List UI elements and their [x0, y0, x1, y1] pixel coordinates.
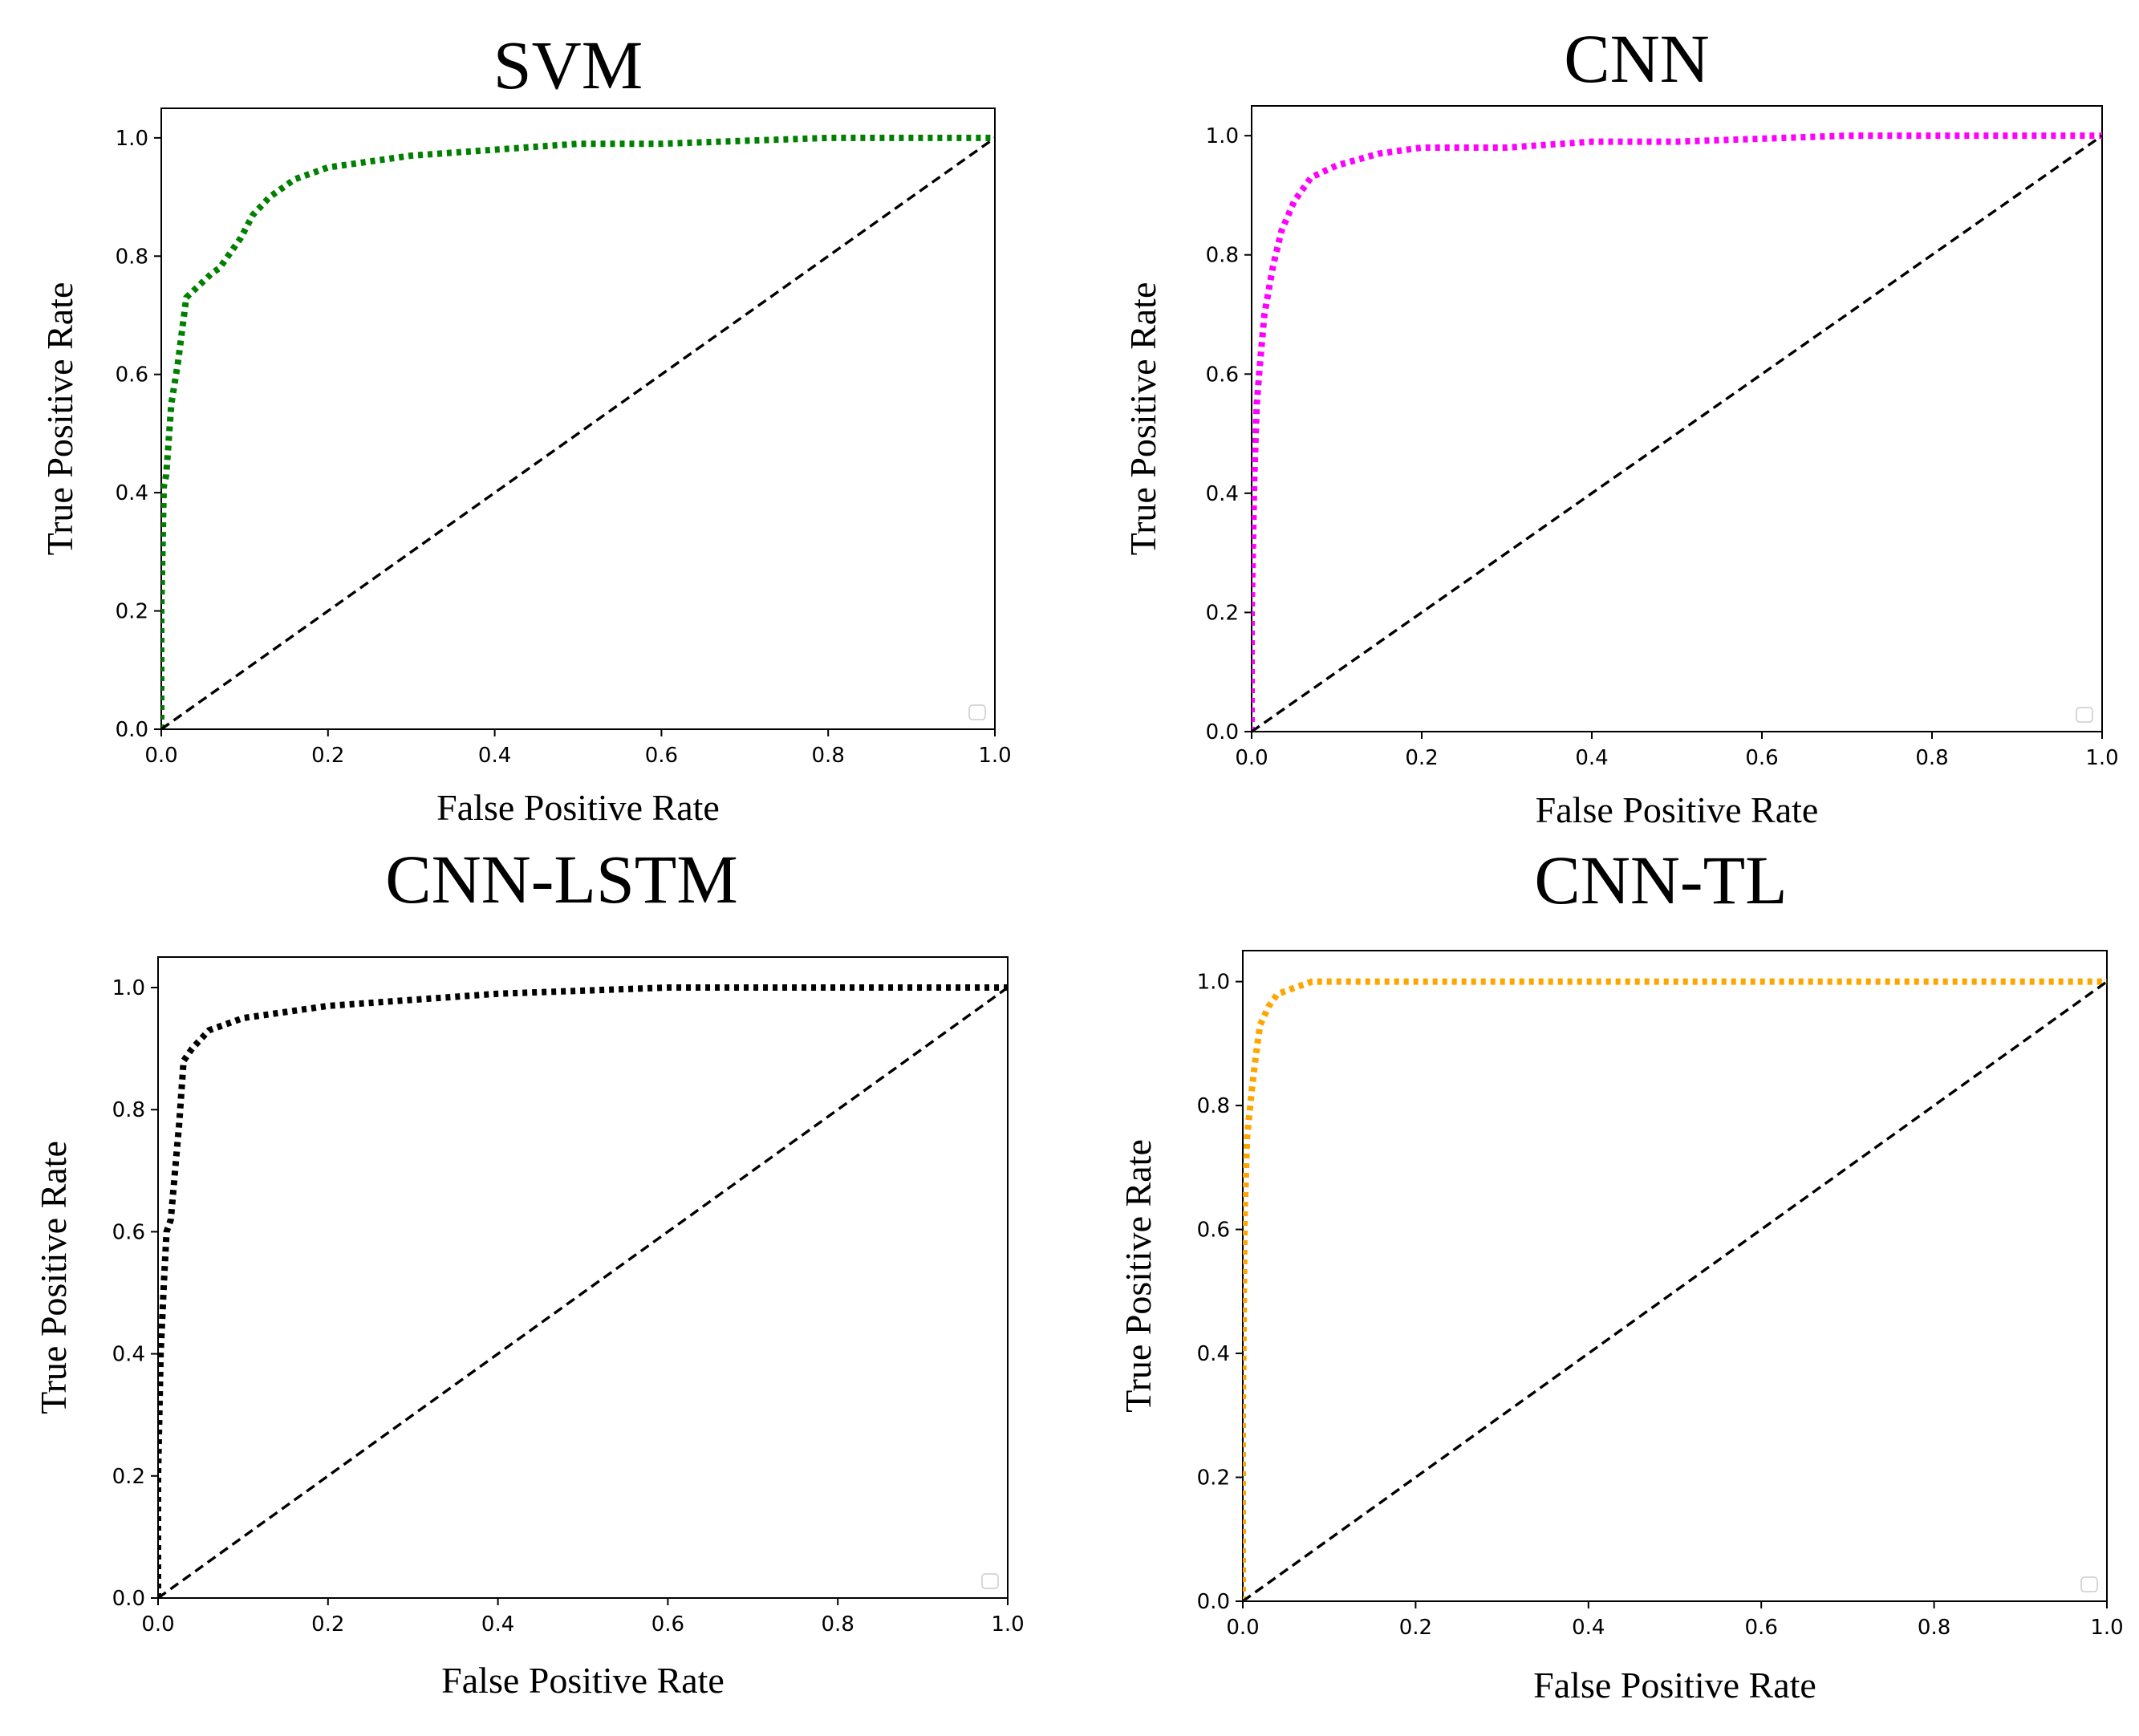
chance-diagonal-line [1242, 980, 2108, 1603]
y-tick-label: 1.0 [112, 976, 145, 1000]
y-tick-label: 0.6 [1197, 1219, 1230, 1243]
y-tick-label: 1.0 [1197, 971, 1230, 995]
y-tick-label: 1.0 [1206, 124, 1239, 148]
y-tick-label: 0.8 [1206, 244, 1239, 268]
roc-curve-cnn-lstm [158, 984, 1008, 1598]
y-tick-label: 0.8 [116, 245, 148, 269]
x-tick-label: 0.8 [1915, 746, 1948, 770]
y-tick-label: 0.4 [116, 481, 148, 505]
panel-cnn-lstm: CNN-LSTM 0.0 0.2 0.4 0.6 0.8 1.0 0.0 0.2 0.4 0.6 0.… [33, 841, 1025, 1701]
y-tick-label: 0.4 [1197, 1342, 1230, 1366]
legend-box [2076, 707, 2093, 723]
panel-cnn: CNN 0.0 0.2 0.4 0.6 0.8 1.0 0.0 0.2 0.4 0.6 0.8 1.0 F… [1122, 20, 2119, 830]
x-tick-label: 0.0 [144, 744, 177, 768]
y-axis-label: True Positive Rate [1122, 282, 1163, 556]
legend-box [2080, 1576, 2098, 1592]
panel-svm: SVM 0.0 0.2 0.4 0.6 0.8 1.0 0.0 0.2 0.4 0.6 0.8 1.0 F… [39, 26, 1012, 828]
legend-box [981, 1573, 999, 1589]
y-tick-label: 0.2 [116, 600, 148, 624]
y-tick-label: 0.2 [1197, 1466, 1230, 1491]
panel-cnn-tl: CNN-TL 0.0 0.2 0.4 0.6 0.8 1.0 0.0 0.2 0.4 0.6 0.8 1… [1118, 842, 2124, 1706]
x-axis-label: False Positive Rate [441, 1660, 724, 1701]
roc-curve-svm [161, 134, 995, 729]
y-tick-label: 0.6 [112, 1220, 145, 1244]
x-tick-label: 0.6 [651, 1612, 684, 1637]
y-tick-label: 0.0 [1197, 1590, 1230, 1614]
x-tick-label: 1.0 [991, 1612, 1024, 1637]
x-tick-label: 0.4 [481, 1612, 514, 1637]
x-tick-label: 0.8 [822, 1612, 854, 1637]
chart-title: CNN [1564, 20, 1710, 97]
x-tick-label: 0.2 [311, 744, 344, 768]
plot-frame [1251, 105, 2103, 732]
x-tick-label: 0.4 [478, 744, 511, 768]
x-tick-label: 1.0 [2090, 1616, 2123, 1640]
plot-frame [157, 956, 1009, 1599]
y-tick-label: 0.4 [1206, 482, 1239, 506]
x-tick-label: 0.2 [1399, 1616, 1432, 1640]
y-tick-label: 0.4 [112, 1343, 145, 1367]
roc-curve-cnn-tl [1243, 978, 2107, 1601]
legend-box [968, 704, 986, 720]
y-axis-label: True Positive Rate [33, 1141, 74, 1414]
x-tick-label: 1.0 [978, 744, 1011, 768]
x-tick-label: 1.0 [2085, 746, 2118, 770]
x-tick-label: 0.4 [1575, 746, 1608, 770]
x-tick-label: 0.2 [1405, 746, 1438, 770]
y-tick-label: 0.0 [1206, 720, 1239, 744]
y-axis-label: True Positive Rate [1118, 1139, 1159, 1413]
y-tick-label: 0.2 [112, 1465, 145, 1489]
x-tick-label: 0.6 [1745, 1616, 1778, 1640]
plot-frame [1242, 950, 2108, 1602]
chance-diagonal-line [157, 986, 1009, 1600]
x-axis-label: False Positive Rate [1536, 789, 1819, 830]
chance-diagonal-line [160, 136, 996, 731]
x-tick-label: 0.6 [645, 744, 678, 768]
x-tick-label: 0.0 [141, 1612, 174, 1637]
y-tick-label: 0.6 [116, 363, 148, 387]
x-tick-label: 0.6 [1745, 746, 1778, 770]
x-tick-label: 0.2 [311, 1612, 344, 1637]
y-axis-label: True Positive Rate [39, 282, 80, 556]
x-axis-label: False Positive Rate [436, 787, 720, 828]
y-tick-label: 0.0 [112, 1587, 145, 1611]
x-tick-label: 0.8 [812, 744, 845, 768]
x-tick-label: 0.8 [1918, 1616, 1950, 1640]
x-axis-label: False Positive Rate [1533, 1665, 1816, 1706]
x-tick-label: 0.4 [1572, 1616, 1605, 1640]
y-tick-label: 0.8 [112, 1098, 145, 1122]
x-tick-label: 0.0 [1226, 1616, 1259, 1640]
y-tick-label: 0.8 [1197, 1094, 1230, 1118]
chance-diagonal-line [1251, 134, 2103, 733]
plot-frame [160, 107, 996, 730]
y-tick-label: 0.0 [116, 718, 148, 742]
y-tick-label: 1.0 [116, 127, 148, 151]
chart-title: CNN-TL [1534, 842, 1787, 919]
chart-title: CNN-LSTM [385, 841, 738, 918]
y-tick-label: 0.2 [1206, 601, 1239, 625]
y-tick-label: 0.6 [1206, 363, 1239, 387]
chart-title: SVM [493, 26, 643, 103]
x-tick-label: 0.0 [1235, 746, 1268, 770]
